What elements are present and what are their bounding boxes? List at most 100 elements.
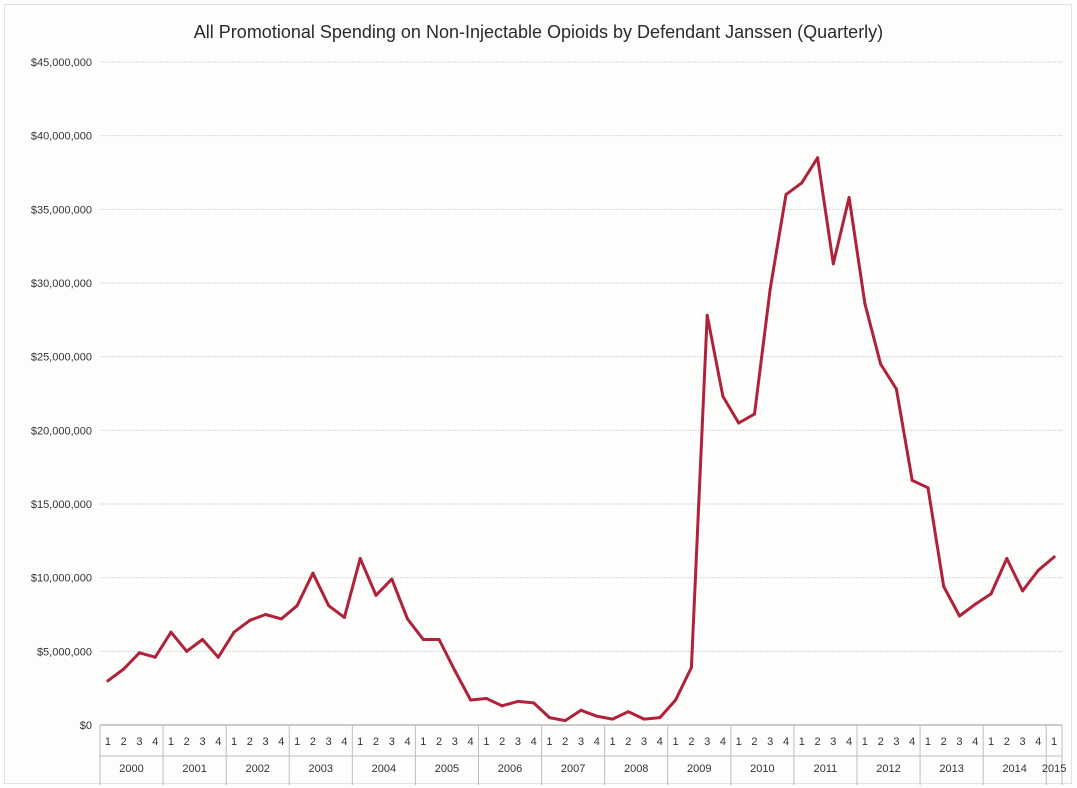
data-point (611, 717, 615, 721)
quarter-tick-label: 4 (972, 736, 978, 748)
quarter-tick-label: 3 (199, 736, 205, 748)
data-point (1052, 555, 1056, 559)
data-point (201, 638, 205, 642)
data-point (768, 287, 772, 291)
year-tick-label: 2001 (182, 763, 206, 775)
data-point (784, 193, 788, 197)
data-point (106, 679, 110, 683)
gridlines (100, 61, 1062, 726)
data-point (232, 630, 236, 634)
quarter-tick-label: 2 (751, 736, 757, 748)
quarter-tick-label: 3 (641, 736, 647, 748)
data-point (894, 387, 898, 391)
quarter-tick-label: 1 (168, 736, 174, 748)
data-point (563, 719, 567, 723)
y-tick-label: $0 (80, 720, 92, 732)
year-tick-label: 2009 (687, 763, 711, 775)
quarter-tick-label: 4 (1035, 736, 1041, 748)
data-point (721, 394, 725, 398)
quarter-tick-label: 1 (420, 736, 426, 748)
y-tick-label: $5,000,000 (37, 646, 92, 658)
quarter-tick-label: 1 (483, 736, 489, 748)
data-point (674, 698, 678, 702)
y-tick-label: $10,000,000 (31, 573, 92, 585)
quarter-tick-label: 4 (278, 736, 284, 748)
quarter-tick-label: 3 (263, 736, 269, 748)
data-point (705, 313, 709, 317)
quarter-tick-label: 4 (531, 736, 537, 748)
data-point (153, 655, 157, 659)
quarter-tick-label: 3 (578, 736, 584, 748)
year-tick-label: 2011 (814, 763, 838, 775)
year-tick-label: 2007 (561, 763, 585, 775)
quarter-tick-label: 4 (152, 736, 158, 748)
data-point (248, 618, 252, 622)
quarter-tick-label: 3 (956, 736, 962, 748)
data-point (595, 714, 599, 718)
quarter-tick-label: 4 (215, 736, 221, 748)
data-point (342, 615, 346, 619)
data-point (137, 651, 141, 655)
quarter-tick-label: 3 (704, 736, 710, 748)
data-point (311, 571, 315, 575)
y-tick-label: $20,000,000 (31, 425, 92, 437)
data-point (532, 701, 536, 705)
data-point (264, 613, 268, 616)
quarter-tick-label: 2 (373, 736, 379, 748)
data-point (816, 156, 820, 160)
data-point (642, 717, 646, 721)
quarter-tick-label: 2 (121, 736, 127, 748)
year-tick-label: 2000 (119, 763, 143, 775)
quarter-tick-label: 1 (105, 736, 111, 748)
data-point (752, 412, 756, 416)
quarter-tick-label: 3 (452, 736, 458, 748)
data-point (500, 704, 504, 708)
quarter-tick-label: 4 (404, 736, 410, 748)
data-point (626, 710, 630, 714)
data-point (579, 708, 583, 712)
quarter-tick-label: 1 (988, 736, 994, 748)
data-point (295, 604, 299, 608)
data-point (1021, 589, 1025, 593)
quarter-tick-label: 3 (767, 736, 773, 748)
data-point (437, 638, 441, 642)
year-tick-label: 2004 (372, 763, 396, 775)
quarter-tick-label: 3 (389, 736, 395, 748)
y-tick-label: $40,000,000 (31, 131, 92, 143)
year-tick-label: 2002 (245, 763, 269, 775)
data-point (185, 649, 189, 653)
year-tick-label: 2010 (750, 763, 774, 775)
data-point (484, 696, 488, 700)
y-axis-tick-labels: $0 $5,000,000 $10,000,000 $15,000,000 $20,00… (31, 57, 92, 732)
data-point (547, 716, 551, 720)
y-tick-label: $15,000,000 (31, 499, 92, 511)
quarter-tick-label: 2 (184, 736, 190, 748)
data-point (453, 668, 457, 672)
data-point (689, 666, 693, 670)
year-tick-label: 2008 (624, 763, 648, 775)
data-point (942, 585, 946, 589)
quarter-tick-label: 4 (341, 736, 347, 748)
year-tick-label: 2014 (1002, 763, 1026, 775)
quarter-tick-label: 1 (357, 736, 363, 748)
quarter-tick-label: 3 (326, 736, 332, 748)
data-point (910, 478, 914, 482)
data-point (1005, 557, 1009, 561)
year-tick-label: 2005 (435, 763, 459, 775)
quarter-tick-label: 3 (893, 736, 899, 748)
quarter-tick-label: 2 (247, 736, 253, 748)
quarter-tick-label: 1 (231, 736, 237, 748)
quarter-tick-label: 4 (657, 736, 663, 748)
quarter-tick-label: 1 (609, 736, 615, 748)
data-point (374, 593, 378, 597)
quarter-tick-label: 2 (436, 736, 442, 748)
data-point (973, 602, 977, 606)
quarter-tick-label: 2 (688, 736, 694, 748)
quarter-tick-label: 1 (799, 736, 805, 748)
data-point (358, 557, 362, 561)
quarter-tick-label: 2 (1004, 736, 1010, 748)
quarter-tick-label: 1 (862, 736, 868, 748)
data-point (926, 486, 930, 490)
y-tick-label: $45,000,000 (31, 57, 92, 69)
